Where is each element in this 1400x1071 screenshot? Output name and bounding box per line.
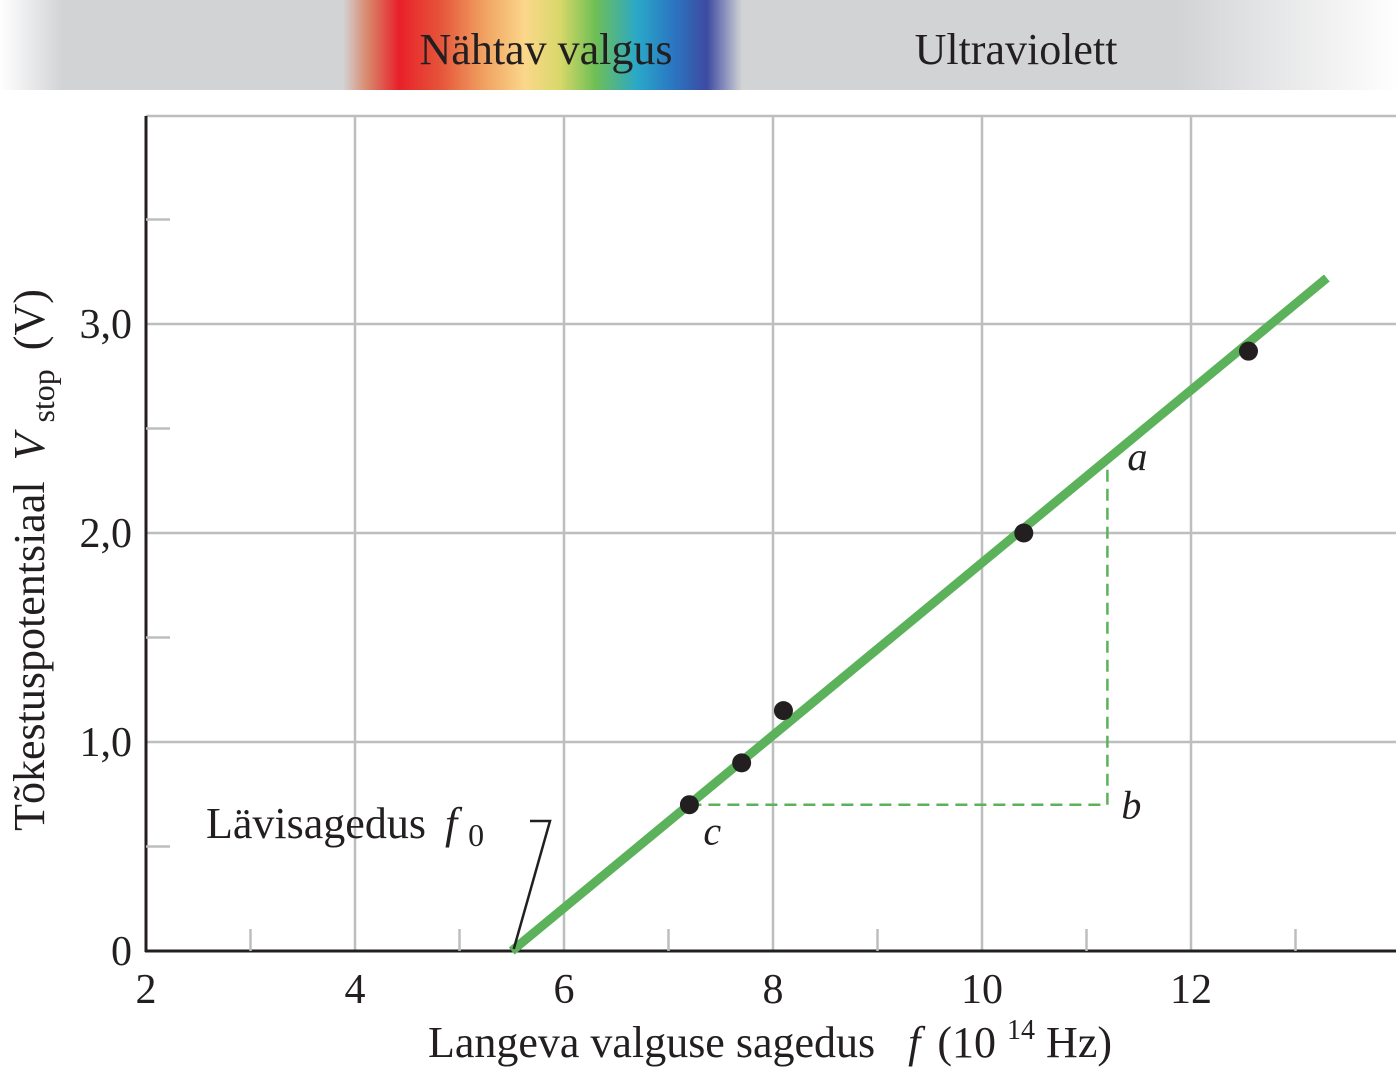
x-tick-label: 6 bbox=[554, 967, 575, 1013]
visible-light-label: Nähtav valgus bbox=[420, 25, 673, 74]
y-tick-label: 1,0 bbox=[80, 720, 133, 766]
data-point bbox=[679, 795, 699, 815]
y-axis-label-unit: (V) bbox=[5, 289, 54, 350]
threshold-label-text: Lävisagedus bbox=[206, 799, 426, 848]
tick-labels: 2 4 6 8 10 12 0 1,0 2,0 3,0 bbox=[80, 302, 1213, 1013]
x-axis-label-unit-close: Hz) bbox=[1046, 1018, 1112, 1067]
x-axis-label: Langeva valguse sagedus f (10 14 Hz) bbox=[428, 1000, 1112, 1067]
x-tick-label: 2 bbox=[136, 967, 157, 1013]
y-axis-label-sub: stop bbox=[25, 369, 61, 422]
y-tick-label: 3,0 bbox=[80, 302, 133, 348]
x-axis-label-unit-exp: 14 bbox=[1007, 1015, 1035, 1046]
x-axis-label-main: Langeva valguse sagedus bbox=[428, 1018, 875, 1067]
x-tick-label: 10 bbox=[961, 967, 1003, 1013]
label-a: a bbox=[1127, 434, 1147, 479]
data-point bbox=[773, 701, 793, 721]
y-tick-label: 0 bbox=[111, 929, 132, 975]
data-point bbox=[1238, 341, 1258, 361]
data-point bbox=[732, 753, 752, 773]
threshold-leader-line bbox=[512, 819, 552, 950]
y-axis-label: Tõkestuspotentsiaal V stop (V) bbox=[5, 289, 64, 831]
slope-triangle bbox=[689, 459, 1109, 806]
x-axis-label-unit-open: (10 bbox=[937, 1018, 996, 1067]
y-axis-label-var: V bbox=[5, 428, 54, 460]
axes bbox=[144, 116, 1396, 953]
x-tick-label: 12 bbox=[1170, 967, 1212, 1013]
data-point bbox=[1014, 523, 1034, 543]
x-axis-label-var: f bbox=[908, 1018, 926, 1067]
threshold-sub: 0 bbox=[468, 817, 484, 853]
label-c: c bbox=[703, 809, 721, 854]
ultraviolet-label: Ultraviolett bbox=[915, 25, 1118, 74]
ticks bbox=[146, 218, 1297, 951]
threshold-label: Lävisagedus f 0 bbox=[206, 799, 484, 853]
fit-line bbox=[508, 274, 1330, 955]
fit-line-group bbox=[508, 274, 1330, 955]
threshold-var: f bbox=[445, 799, 463, 848]
y-axis-label-main: Tõkestuspotentsiaal bbox=[5, 481, 54, 831]
spectrum-band bbox=[0, 0, 1400, 90]
label-b: b bbox=[1121, 783, 1141, 828]
data-points bbox=[679, 341, 1258, 815]
x-tick-label: 4 bbox=[345, 967, 366, 1013]
y-tick-label: 2,0 bbox=[80, 511, 133, 557]
x-tick-label: 8 bbox=[763, 967, 784, 1013]
